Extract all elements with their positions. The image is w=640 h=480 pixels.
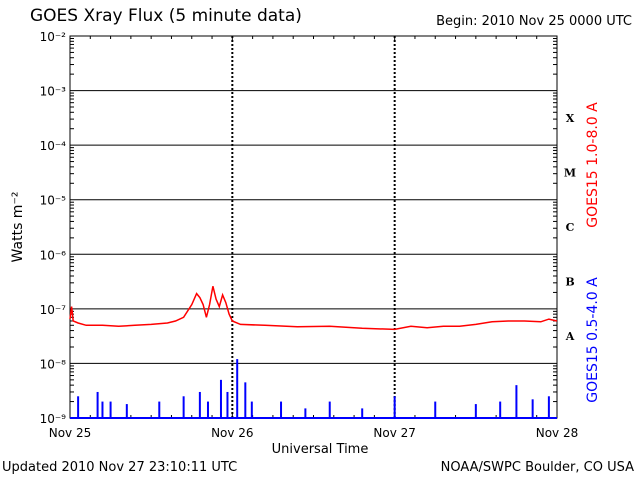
long-channel-line bbox=[69, 286, 558, 331]
x-tick-label: Nov 28 bbox=[536, 426, 579, 440]
plot-frame bbox=[69, 35, 558, 419]
flare-class-label: B bbox=[565, 276, 574, 289]
flare-class-label: X bbox=[566, 112, 575, 125]
y-tick-label: 10⁻⁵ bbox=[40, 194, 67, 208]
y-tick-label: 10⁻⁹ bbox=[40, 412, 67, 426]
x-tick-label: Nov 27 bbox=[373, 426, 416, 440]
y-tick-label: 10⁻³ bbox=[40, 85, 67, 99]
begin-time: Begin: 2010 Nov 25 0000 UTC bbox=[436, 14, 632, 29]
updated-timestamp: Updated 2010 Nov 27 23:10:11 UTC bbox=[2, 460, 238, 475]
y-tick-label: 10⁻⁷ bbox=[40, 303, 67, 317]
y-tick-label: 10⁻⁸ bbox=[40, 357, 67, 371]
x-tick-label: Nov 26 bbox=[211, 426, 254, 440]
y-tick-label: 10⁻⁴ bbox=[40, 139, 67, 153]
y-tick-label: 10⁻⁶ bbox=[40, 248, 67, 262]
chart-title: GOES Xray Flux (5 minute data) bbox=[30, 6, 302, 26]
legend-long-channel: GOES15 1.0-8.0 A bbox=[585, 102, 601, 228]
credit-text: NOAA/SWPC Boulder, CO USA bbox=[440, 460, 634, 475]
legend-short-channel: GOES15 0.5-4.0 A bbox=[585, 277, 601, 403]
x-tick-label: Nov 25 bbox=[49, 426, 92, 440]
y-axis-label: Watts m⁻² bbox=[10, 192, 26, 263]
x-axis-label: Universal Time bbox=[271, 442, 369, 457]
flare-class-label: A bbox=[565, 330, 575, 343]
y-tick-label: 10⁻² bbox=[40, 30, 67, 44]
flare-class-label: M bbox=[564, 166, 576, 179]
flare-class-label: C bbox=[566, 221, 575, 234]
